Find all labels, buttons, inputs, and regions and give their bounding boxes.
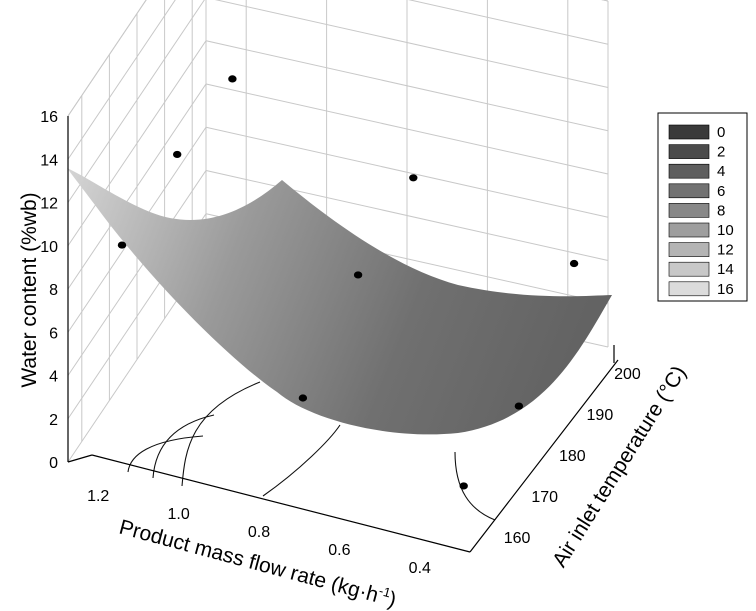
z-tick-label: 4: [49, 369, 58, 386]
observed-point: [569, 259, 579, 268]
observed-point: [459, 482, 468, 490]
contour-line: [181, 381, 261, 487]
grid-line: [67, 0, 609, 117]
legend-swatch: [668, 183, 710, 199]
legend-label: 6: [717, 183, 725, 200]
floor-contours: [127, 381, 496, 521]
legend-label: 12: [717, 242, 734, 259]
observed-point: [173, 150, 182, 159]
legend: 0 2 4 6 8 10 12 14 16: [657, 112, 748, 302]
observed-point: [117, 241, 127, 249]
z-tick-label: 14: [40, 152, 58, 169]
z-tick-label: 2: [49, 412, 58, 429]
y-axis-title: Air inlet temperature (°C): [548, 362, 691, 571]
legend-swatch: [668, 281, 710, 297]
legend-label: 4: [717, 163, 725, 180]
z-tick-label: 16: [40, 109, 58, 126]
axis-ticks: 0 2 4 6 8 10 12 14 16 1.2 1.0 0.8 0.6 0.4 160 170 180 190…: [40, 109, 641, 577]
contour-line: [262, 424, 341, 497]
legend-swatch: [668, 242, 710, 257]
legend-swatch: [668, 261, 710, 277]
legend-label: 0: [717, 124, 725, 141]
z-axis-title: Water content (%wb): [18, 192, 41, 387]
legend-swatch: [668, 222, 710, 238]
grid-line: [67, 0, 609, 203]
contour-line: [454, 451, 496, 521]
z-tick-label: 8: [49, 282, 58, 299]
z-tick-label: 12: [40, 196, 58, 213]
y-tick-label: 200: [614, 366, 641, 383]
z-tick-label: 0: [49, 455, 58, 472]
legend-swatch: [668, 144, 710, 159]
observed-point: [409, 174, 418, 182]
contour-line: [127, 435, 204, 473]
contour-line: [152, 414, 215, 479]
observed-point: [298, 394, 308, 402]
observed-points: [117, 75, 579, 490]
legend-label: 14: [717, 261, 734, 278]
legend-label: 8: [717, 202, 725, 219]
legend-label: 2: [717, 144, 725, 161]
y-tick-label: 170: [531, 489, 558, 506]
legend-swatch: [668, 124, 710, 140]
y-tick-label: 190: [587, 407, 614, 424]
x-axis-title-sup: -1: [377, 583, 392, 600]
axis-frame: [67, 116, 619, 553]
observed-point: [353, 271, 363, 279]
z-tick-label: 10: [40, 239, 58, 256]
legend-swatch: [668, 163, 710, 179]
legend-label: 16: [717, 281, 734, 298]
x-tick-label: 0.8: [248, 524, 270, 541]
x-tick-label: 0.4: [409, 560, 431, 577]
z-tick-label: 6: [49, 325, 58, 342]
grid-line: [67, 0, 609, 117]
x-tick-label: 1.0: [167, 506, 189, 523]
x-tick-label: 0.6: [328, 542, 350, 559]
observed-point: [514, 402, 524, 410]
response-surface: [67, 168, 612, 435]
grid-line: [67, 0, 609, 160]
x-tick-label: 1.2: [87, 488, 109, 505]
legend-swatch: [668, 203, 710, 218]
y-tick-label: 160: [504, 530, 531, 547]
observed-point: [228, 75, 237, 83]
y-tick-label: 180: [559, 448, 586, 465]
legend-label: 10: [717, 222, 734, 239]
